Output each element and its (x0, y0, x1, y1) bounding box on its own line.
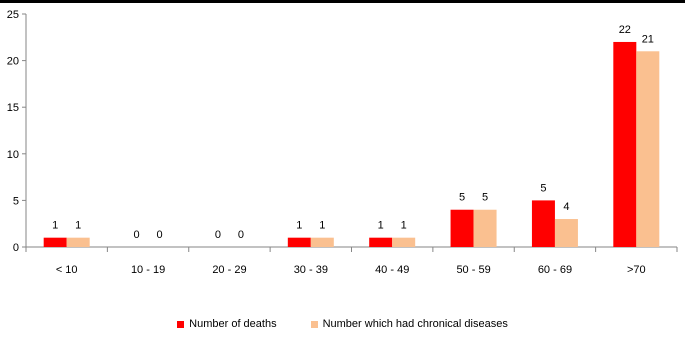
legend: Number of deaths Number which had chroni… (0, 318, 685, 330)
bar (613, 41, 637, 248)
data-label: 5 (482, 192, 488, 204)
y-tick-label: 10 (7, 149, 19, 161)
data-label: 1 (296, 220, 302, 232)
bar (450, 209, 474, 247)
data-label: 1 (378, 220, 384, 232)
data-label: 0 (157, 229, 163, 241)
bar (554, 219, 578, 247)
data-label: 0 (215, 229, 221, 241)
data-label: 0 (134, 229, 140, 241)
bar (531, 200, 555, 247)
data-label: 5 (459, 192, 465, 204)
x-tick-label: < 10 (56, 264, 78, 276)
y-tick-label: 5 (13, 195, 19, 207)
data-label: 22 (619, 24, 631, 36)
bar (473, 209, 497, 247)
data-label: 1 (52, 220, 58, 232)
x-tick-label: 30 - 39 (294, 264, 328, 276)
y-tick-label: 25 (7, 9, 19, 21)
legend-item-deaths: Number of deaths (177, 318, 277, 330)
x-tick-label: 60 - 69 (538, 264, 572, 276)
data-label: 5 (540, 182, 546, 194)
data-label: 0 (238, 229, 244, 241)
bar (287, 237, 311, 247)
legend-swatch-chronical (310, 320, 318, 328)
bar (369, 237, 393, 247)
data-label: 1 (319, 220, 325, 232)
data-label: 1 (401, 220, 407, 232)
bar (636, 51, 660, 247)
bar (310, 237, 334, 247)
legend-label-chronical: Number which had chronical diseases (322, 318, 508, 330)
legend-label-deaths: Number of deaths (189, 318, 277, 330)
x-tick-label: 50 - 59 (456, 264, 490, 276)
data-label: 21 (642, 33, 654, 45)
x-tick-label: 40 - 49 (375, 264, 409, 276)
x-tick-label: 20 - 29 (212, 264, 246, 276)
bar (43, 237, 67, 247)
legend-item-chronical: Number which had chronical diseases (310, 318, 508, 330)
data-label: 4 (563, 201, 569, 213)
top-border (0, 0, 685, 3)
data-label: 1 (75, 220, 81, 232)
x-tick-label: 10 - 19 (131, 264, 165, 276)
x-tick-label: >70 (627, 264, 646, 276)
y-tick-label: 0 (13, 242, 19, 254)
legend-swatch-deaths (177, 320, 185, 328)
y-tick-label: 20 (7, 56, 19, 68)
bar (392, 237, 416, 247)
y-tick-label: 15 (7, 102, 19, 114)
bar (66, 237, 90, 247)
